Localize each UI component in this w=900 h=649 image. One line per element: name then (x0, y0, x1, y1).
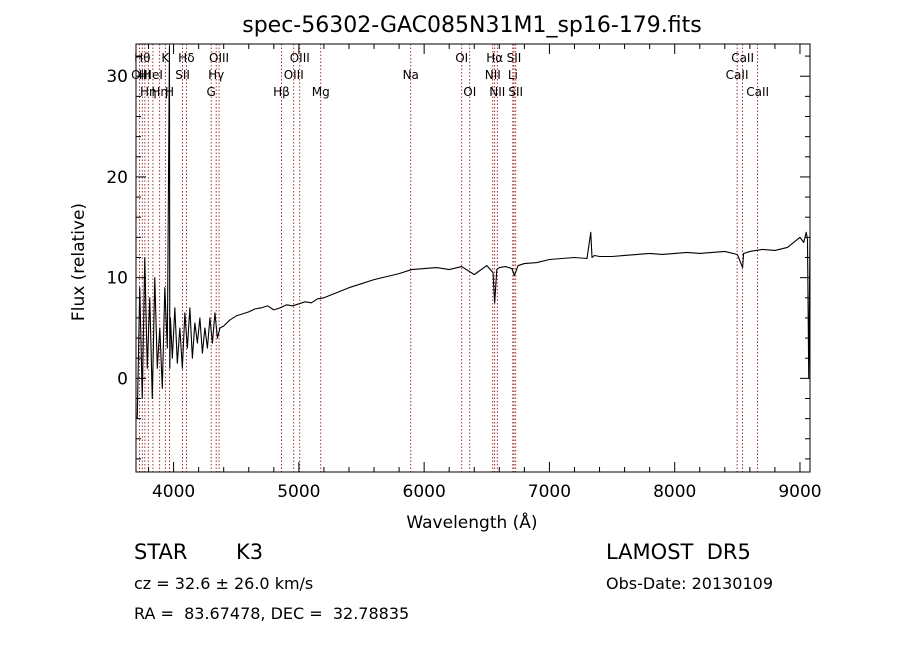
y-tick-label: 0 (117, 369, 128, 389)
spectrum-series (136, 45, 811, 419)
line-marker-label: Hβ (273, 85, 290, 99)
plot-frame (135, 43, 811, 473)
x-tick-label: 7000 (528, 482, 571, 502)
line-marker-label: CaII (731, 51, 754, 65)
line-marker-label: NII (489, 85, 505, 99)
line-marker-label: Hγ (208, 68, 224, 82)
line-marker-label: Li (508, 68, 518, 82)
y-tick-label: 30 (106, 67, 128, 87)
line-marker-label: Hα (486, 51, 503, 65)
line-marker-label: OI (463, 85, 476, 99)
emission-line-markers: OIIHθHIHηHeIHηKHSIIHδGHγOIIIHβOIIIOIIIMg… (131, 44, 769, 472)
line-marker-label: Hθ (134, 51, 150, 65)
x-tick-label: 5000 (277, 482, 320, 502)
x-axis-label: Wavelength (Å) (406, 511, 537, 533)
y-axis-label: Flux (relative) (69, 203, 89, 321)
line-marker-label: OIII (284, 68, 304, 82)
redshift-velocity: cz = 32.6 ± 26.0 km/s (134, 574, 314, 593)
survey-release: LAMOST DR5 (606, 540, 751, 564)
x-axis-ticks: 4000 5000 6000 7000 8000 9000 (148, 44, 822, 502)
line-marker-label: OIII (290, 51, 310, 65)
object-type: STAR (134, 540, 188, 564)
line-marker-label: CaII (746, 85, 769, 99)
line-marker-label: OII (131, 68, 148, 82)
line-marker-label: HI (139, 68, 152, 82)
line-marker-label: K (161, 51, 170, 65)
line-marker-label: SII (175, 68, 190, 82)
chart-title: spec-56302-GAC085N31M1_sp16-179.fits (242, 13, 702, 38)
coordinates: RA = 83.67478, DEC = 32.78835 (134, 604, 410, 623)
x-tick-label: 6000 (403, 482, 446, 502)
line-marker-label: Na (403, 68, 419, 82)
line-marker-label: OIII (209, 51, 229, 65)
x-tick-label: 4000 (152, 482, 195, 502)
y-tick-label: 20 (106, 168, 128, 188)
observation-date: Obs-Date: 20130109 (606, 574, 774, 593)
line-marker-label: Mg (312, 85, 330, 99)
line-marker-label: NII (485, 68, 501, 82)
y-tick-label: 10 (106, 269, 128, 289)
line-marker-label: HeI (143, 68, 163, 82)
y-axis-ticks: 0 10 20 30 (106, 55, 810, 460)
x-tick-label: 8000 (653, 482, 696, 502)
x-tick-label: 9000 (778, 482, 821, 502)
line-marker-label: CaII (726, 68, 749, 82)
line-marker-label: G (207, 85, 216, 99)
line-marker-label: SII (507, 51, 522, 65)
line-marker-label: Hη (151, 85, 168, 99)
line-marker-label: SII (508, 85, 523, 99)
subclass: K3 (236, 540, 264, 564)
line-marker-label: OI (455, 51, 468, 65)
line-marker-label: Hη (140, 85, 157, 99)
line-marker-label: Hδ (178, 51, 194, 65)
spectrum-line (136, 45, 811, 419)
